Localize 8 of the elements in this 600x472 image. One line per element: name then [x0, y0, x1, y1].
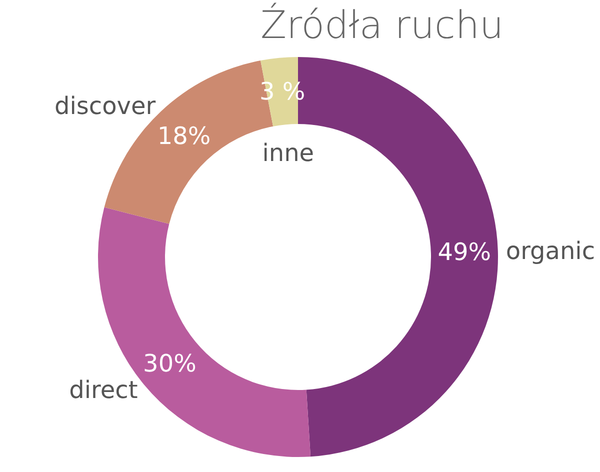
chart-title: Źródła ruchu [260, 2, 504, 47]
slice-label: discover [54, 92, 156, 120]
slice-label: organic [506, 236, 596, 265]
data-label: 18% [157, 122, 211, 150]
data-label: 49% [438, 238, 492, 266]
data-label: 30% [143, 350, 196, 378]
slice-label: direct [69, 376, 138, 404]
slice-label: inne [262, 138, 314, 167]
